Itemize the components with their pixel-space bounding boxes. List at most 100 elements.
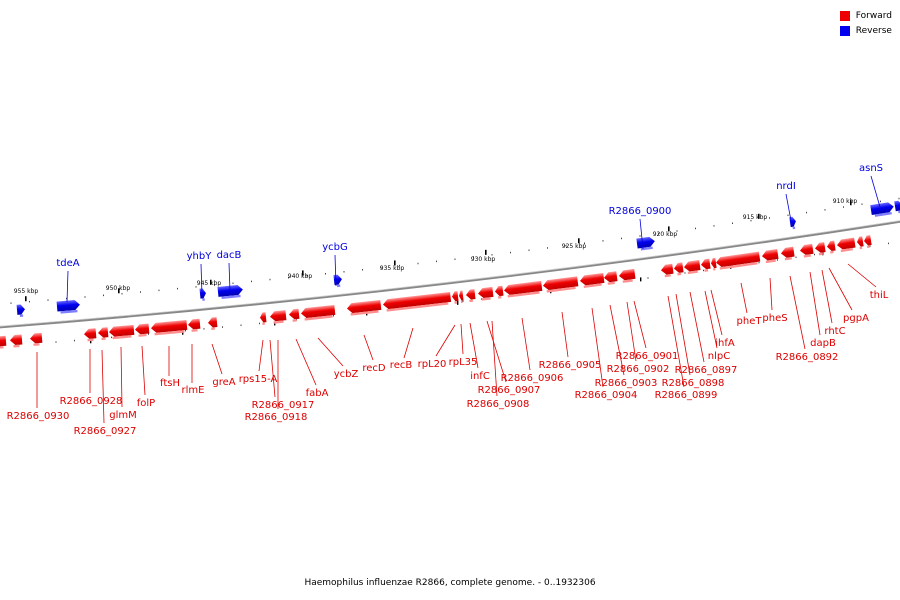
forward-feature-22[interactable]	[542, 276, 579, 293]
reverse-feature-1[interactable]	[56, 300, 81, 314]
forward-feature-28[interactable]	[683, 260, 701, 275]
feature-arrow[interactable]	[715, 251, 761, 268]
forward-feature-5[interactable]	[109, 324, 135, 340]
gene-label-recb[interactable]: recB	[390, 360, 413, 371]
gene-label-nrdi[interactable]: nrdI	[776, 181, 796, 192]
gene-label-glmm[interactable]: glmM	[109, 410, 137, 421]
forward-feature-4[interactable]	[98, 327, 109, 341]
feature-arrow[interactable]	[494, 285, 504, 297]
feature-arrow[interactable]	[0, 335, 7, 347]
gene-label-r2866-0928[interactable]: R2866_0928	[60, 396, 123, 407]
gene-label-r2866-0908[interactable]: R2866_0908	[467, 399, 530, 410]
feature-arrow[interactable]	[56, 300, 81, 312]
forward-feature-34[interactable]	[799, 243, 814, 258]
gene-label-r2866-0930[interactable]: R2866_0930	[7, 411, 70, 422]
feature-arrow[interactable]	[199, 288, 207, 299]
feature-arrow[interactable]	[300, 304, 336, 319]
gene-label-yhby[interactable]: yhbY	[187, 251, 213, 262]
feature-arrow[interactable]	[660, 263, 674, 276]
forward-feature-20[interactable]	[494, 285, 504, 299]
feature-arrow[interactable]	[542, 276, 579, 291]
feature-arrow[interactable]	[477, 286, 494, 299]
forward-feature-35[interactable]	[814, 242, 826, 256]
feature-arrow[interactable]	[458, 290, 464, 301]
feature-arrow[interactable]	[836, 237, 856, 251]
gene-label-asns[interactable]: asnS	[859, 163, 883, 174]
forward-feature-32[interactable]	[761, 248, 779, 264]
feature-arrow[interactable]	[799, 243, 814, 256]
forward-feature-8[interactable]	[188, 318, 201, 332]
feature-arrow[interactable]	[870, 202, 894, 215]
forward-feature-21[interactable]	[503, 280, 543, 298]
gene-label-r2866-0899[interactable]: R2866_0899	[655, 390, 718, 401]
gene-label-tdea[interactable]: tdeA	[56, 258, 79, 269]
gene-label-r2866-0898[interactable]: R2866_0898	[662, 378, 725, 389]
forward-feature-14[interactable]	[346, 299, 382, 316]
forward-feature-17[interactable]	[458, 290, 464, 304]
feature-arrow[interactable]	[814, 242, 826, 253]
forward-feature-16[interactable]	[451, 291, 459, 304]
gene-label-r2866-0906[interactable]: R2866_0906	[501, 373, 564, 384]
feature-arrow[interactable]	[16, 304, 26, 315]
feature-arrow[interactable]	[863, 235, 872, 246]
gene-label-r2866-0905[interactable]: R2866_0905	[539, 360, 602, 371]
forward-feature-13[interactable]	[300, 304, 336, 321]
gene-label-infc[interactable]: infC	[470, 371, 490, 382]
forward-feature-2[interactable]	[30, 332, 43, 346]
gene-label-nlpc[interactable]: nlpC	[708, 351, 730, 362]
gene-label-phet[interactable]: pheT	[737, 316, 763, 327]
feature-arrow[interactable]	[761, 248, 779, 261]
gene-label-ycbz[interactable]: ycbZ	[334, 369, 359, 380]
feature-arrow[interactable]	[208, 317, 218, 328]
gene-label-r2866-0897[interactable]: R2866_0897	[675, 365, 738, 376]
forward-feature-29[interactable]	[700, 258, 711, 273]
feature-arrow[interactable]	[673, 262, 684, 273]
forward-feature-11[interactable]	[269, 310, 287, 324]
reverse-feature-4[interactable]	[333, 274, 342, 288]
feature-arrow[interactable]	[30, 332, 43, 344]
forward-feature-6[interactable]	[135, 323, 150, 338]
reverse-feature-5[interactable]	[636, 236, 655, 251]
gene-label-pgpa[interactable]: pgpA	[843, 313, 869, 324]
feature-arrow[interactable]	[618, 268, 636, 281]
gene-label-ycbg[interactable]: ycbG	[322, 242, 348, 253]
feature-arrow[interactable]	[700, 258, 711, 270]
feature-arrow[interactable]	[579, 272, 605, 286]
gene-label-rpl35[interactable]: rpL35	[449, 357, 478, 368]
gene-label-r2866-0901[interactable]: R2866_0901	[616, 351, 679, 362]
gene-label-r2866-0902[interactable]: R2866_0902	[607, 364, 670, 375]
feature-arrow[interactable]	[259, 312, 267, 323]
gene-label-r2866-0917[interactable]: R2866_0917	[252, 400, 315, 411]
forward-feature-19[interactable]	[477, 286, 494, 301]
feature-arrow[interactable]	[84, 328, 97, 339]
gene-label-r2866-0907[interactable]: R2866_0907	[478, 385, 541, 396]
forward-feature-12[interactable]	[288, 308, 300, 322]
gene-label-rpl20[interactable]: rpL20	[418, 359, 447, 370]
gene-label-r2866-0904[interactable]: R2866_0904	[575, 390, 638, 401]
forward-feature-15[interactable]	[382, 291, 452, 312]
gene-label-dapb[interactable]: dapB	[810, 338, 836, 349]
gene-label-dacb[interactable]: dacB	[217, 250, 242, 261]
gene-label-grea[interactable]: greA	[212, 377, 235, 388]
forward-feature-7[interactable]	[150, 319, 188, 336]
gene-label-r2866-0927[interactable]: R2866_0927	[74, 426, 137, 437]
reverse-feature-7[interactable]	[870, 202, 895, 218]
forward-feature-27[interactable]	[673, 262, 684, 276]
feature-arrow[interactable]	[382, 291, 452, 310]
forward-feature-0[interactable]	[0, 335, 7, 349]
gene-label-ihfa[interactable]: ihfA	[715, 338, 735, 349]
forward-feature-23[interactable]	[579, 272, 605, 288]
feature-arrow[interactable]	[188, 318, 201, 330]
feature-arrow[interactable]	[98, 327, 109, 338]
feature-arrow[interactable]	[503, 280, 543, 296]
forward-feature-31[interactable]	[715, 251, 761, 270]
feature-arrow[interactable]	[603, 271, 618, 283]
feature-arrow[interactable]	[288, 308, 300, 320]
feature-arrow[interactable]	[269, 310, 287, 322]
feature-arrow[interactable]	[135, 323, 150, 335]
feature-arrow[interactable]	[109, 324, 135, 337]
forward-feature-36[interactable]	[826, 240, 836, 254]
gene-label-r2866-0918[interactable]: R2866_0918	[245, 412, 308, 423]
feature-arrow[interactable]	[683, 260, 701, 272]
feature-arrow[interactable]	[333, 274, 342, 286]
